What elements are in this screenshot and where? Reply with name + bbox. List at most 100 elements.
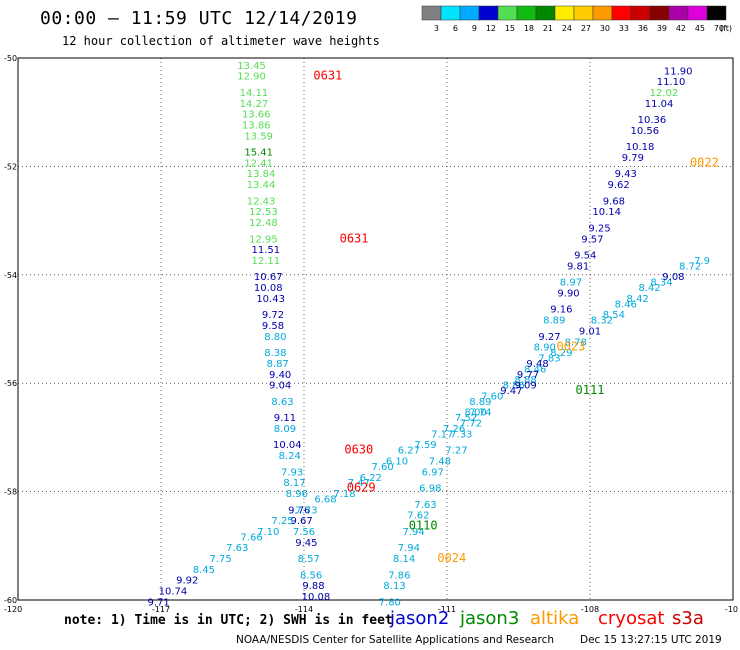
wave-height-point: 13.59 — [244, 131, 273, 142]
satellite-label-jason3: jason3 — [460, 608, 520, 629]
wave-height-point: 11.51 — [252, 245, 281, 256]
legend-tick-label: 12 — [486, 24, 496, 33]
wave-height-point: 6.98 — [419, 484, 441, 495]
wave-height-point: 8.90 — [534, 343, 556, 354]
wave-height-point: 13.84 — [247, 169, 276, 180]
wave-height-point: 7.60 — [372, 462, 394, 473]
wave-height-point: 9.04 — [269, 381, 291, 392]
wave-height-point: 6.10 — [386, 457, 408, 468]
legend-tick-label: 30 — [600, 24, 610, 33]
wave-height-point: 8.97 — [560, 278, 582, 289]
wave-height-point: 9.90 — [557, 288, 579, 299]
wave-height-point: 7.47 — [348, 478, 370, 489]
pass-time-label: 0023 — [556, 340, 585, 354]
wave-height-point: 8.29 — [550, 348, 572, 359]
wave-height-point: 9.27 — [538, 332, 560, 343]
wave-height-point: 11.10 — [657, 77, 686, 88]
satellite-label-jason2: jason2 — [390, 608, 450, 629]
wave-height-point: 9.16 — [550, 305, 572, 316]
x-tick-label: -10 — [725, 605, 738, 614]
wave-height-point: 9.81 — [567, 261, 589, 272]
wave-height-point: 10.43 — [256, 294, 285, 305]
pass-time-label: 0110 — [409, 519, 438, 533]
wave-height-point: 8.72 — [679, 261, 701, 272]
wave-height-point: 9.62 — [607, 180, 629, 191]
wave-height-point: 9.40 — [269, 370, 291, 381]
wave-height-point: 10.56 — [630, 126, 659, 137]
wave-height-point: 7.56 — [293, 527, 315, 538]
x-tick-label: -114 — [295, 605, 313, 614]
wave-height-point: 12.43 — [247, 196, 276, 207]
wave-height-point: 7.94 — [398, 543, 420, 554]
wave-height-point: 8.24 — [279, 451, 301, 462]
wave-height-point: 11.48 — [669, 50, 698, 61]
pass-time-label: 0021 — [714, 47, 740, 61]
wave-height-point: 12.41 — [244, 158, 273, 169]
wave-height-point: 12.53 — [249, 207, 278, 218]
wave-height-point: 14.27 — [240, 99, 269, 110]
legend-tick-label: 70 — [714, 24, 724, 33]
wave-height-point: 10.04 — [273, 440, 302, 451]
wave-height-point: 7.63 — [226, 543, 248, 554]
wave-height-point: 10.08 — [254, 283, 283, 294]
wave-height-point: 8.46 — [615, 299, 637, 310]
legend-tick-label: 15 — [505, 24, 515, 33]
wave-height-point: 10.18 — [626, 142, 655, 153]
plot-frame — [17, 57, 734, 601]
wave-height-point: 10.14 — [592, 207, 621, 218]
x-tick-label: -111 — [438, 605, 456, 614]
wave-height-point: 9.67 — [290, 516, 312, 527]
pass-time-label: 0629 — [361, 605, 390, 619]
wave-height-point: 8.00 — [464, 408, 486, 419]
y-tick-label: -50 — [4, 54, 17, 63]
wave-height-point: 7.60 — [481, 391, 503, 402]
wave-height-point: 7.93 — [281, 467, 303, 478]
legend-tick-label: 45 — [695, 24, 705, 33]
wave-height-point: 9.58 — [262, 321, 284, 332]
wave-height-point: 7.59 — [414, 440, 436, 451]
wave-height-point: 8.88 — [515, 375, 537, 386]
wave-height-point: 6.27 — [398, 446, 420, 457]
pass-time-label: 0022 — [690, 155, 719, 169]
wave-height-point: 8.78 — [565, 337, 587, 348]
wave-height-point: 7.63 — [414, 500, 436, 511]
wave-height-point: 8.96 — [286, 489, 308, 500]
wave-height-point: 8.89 — [543, 316, 565, 327]
legend-tick-label: 27 — [581, 24, 591, 33]
wave-height-point: 7.9 — [694, 256, 710, 267]
wave-height-point: 7.66 — [240, 532, 262, 543]
legend-tick-label: 39 — [657, 24, 667, 33]
wave-height-point: 7.10 — [257, 527, 279, 538]
wave-height-point: 9.48 — [526, 359, 548, 370]
wave-height-point: 10.67 — [254, 272, 283, 283]
wave-height-point: 9.71 — [147, 597, 169, 608]
wave-height-point: 8.89 — [469, 397, 491, 408]
wave-height-point: 8.38 — [264, 348, 286, 359]
pass-time-label: 0111 — [576, 383, 605, 397]
wave-height-point: 8.32 — [591, 316, 613, 327]
wave-height-point: 8.17 — [283, 478, 305, 489]
wave-height-point: 7.27 — [445, 446, 467, 457]
wave-height-point: 8.86 — [503, 381, 525, 392]
wave-height-point: 8.13 — [383, 581, 405, 592]
wave-height-point: 7.83 — [538, 354, 560, 365]
legend-swatch — [706, 5, 727, 21]
wave-height-point: 7.48 — [429, 457, 451, 468]
wave-height-point: 13.66 — [242, 110, 271, 121]
wave-height-point: 7.62 — [407, 511, 429, 522]
wave-height-point: 9.57 — [581, 234, 603, 245]
x-tick-label: -108 — [581, 605, 599, 614]
satellite-label-altika: altika — [530, 608, 580, 629]
pass-time-label: 0024 — [437, 551, 466, 565]
wave-height-point: 6.97 — [422, 467, 444, 478]
legend-unit: (ft) — [720, 24, 732, 33]
wave-height-point: 9.68 — [603, 196, 625, 207]
wave-height-point: 7.80 — [379, 597, 401, 608]
color-scale-legend: 3 6 9 12 15 18 21 24 27 30 33 36 39 42 45 70(ft) — [421, 5, 732, 33]
wave-height-point: 9.79 — [622, 153, 644, 164]
wave-height-point: 6.68 — [314, 494, 336, 505]
wave-height-point: 8.14 — [393, 554, 415, 565]
wave-height-point: 13.45 — [237, 61, 266, 72]
wave-height-point: 7.26 — [443, 424, 465, 435]
wave-height-point: 8.87 — [267, 359, 289, 370]
